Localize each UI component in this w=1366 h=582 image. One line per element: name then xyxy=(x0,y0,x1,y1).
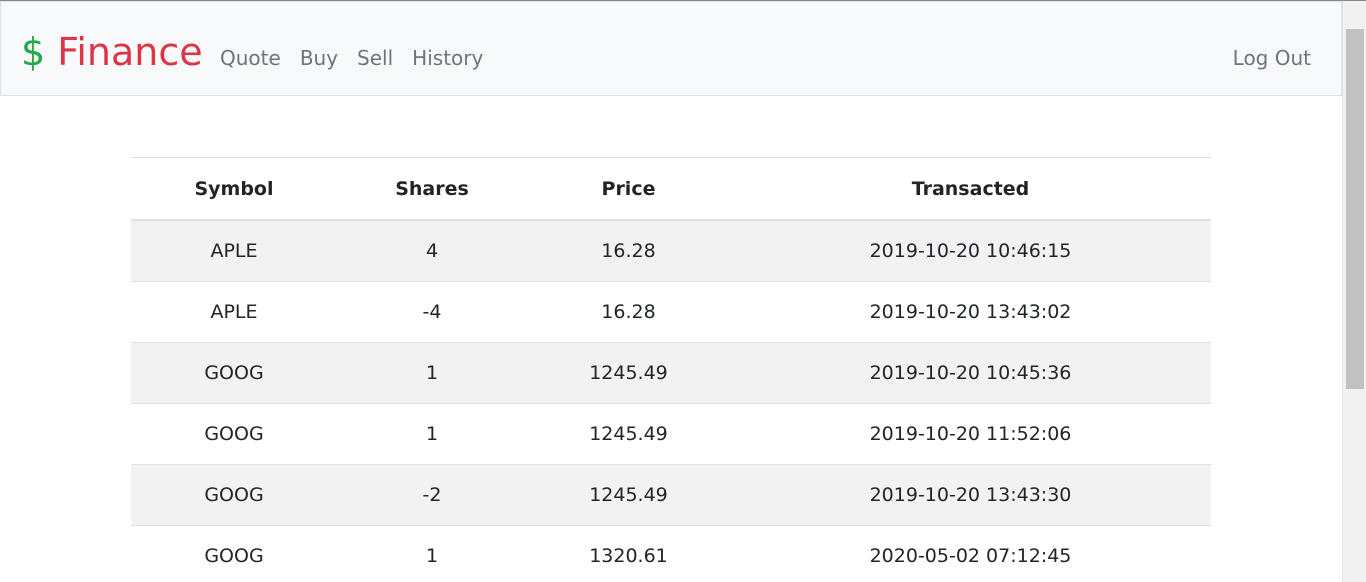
cell-symbol: APLE xyxy=(131,220,337,282)
cell-price: 1245.49 xyxy=(527,464,730,526)
brand-dollar: $ xyxy=(21,30,46,74)
cell-shares: 1 xyxy=(337,342,527,404)
table-row: GOOG 1 1245.49 2019-10-20 10:45:36 xyxy=(131,342,1211,404)
cell-symbol: GOOG xyxy=(131,525,337,582)
cell-transacted: 2019-10-20 10:45:36 xyxy=(730,342,1211,404)
cell-transacted: 2019-10-20 10:46:15 xyxy=(730,220,1211,282)
cell-price: 1245.49 xyxy=(527,342,730,404)
header-transacted: Transacted xyxy=(730,157,1211,221)
history-table: Symbol Shares Price Transacted APLE 4 16… xyxy=(131,157,1211,582)
nav-link-quote[interactable]: Quote xyxy=(220,46,281,70)
table-row: APLE 4 16.28 2019-10-20 10:46:15 xyxy=(131,220,1211,282)
cell-shares: 4 xyxy=(337,220,527,282)
cell-symbol: APLE xyxy=(131,281,337,343)
table-header-row: Symbol Shares Price Transacted xyxy=(131,157,1211,221)
cell-price: 16.28 xyxy=(527,281,730,343)
brand-link[interactable]: $ Finance xyxy=(21,30,203,74)
table-row: GOOG 1 1320.61 2020-05-02 07:12:45 xyxy=(131,525,1211,582)
header-price: Price xyxy=(527,157,730,221)
cell-shares: 1 xyxy=(337,525,527,582)
cell-shares: -2 xyxy=(337,464,527,526)
cell-symbol: GOOG xyxy=(131,403,337,465)
logout-link[interactable]: Log Out xyxy=(1232,46,1311,70)
vertical-scrollbar[interactable] xyxy=(1342,1,1366,582)
cell-price: 1245.49 xyxy=(527,403,730,465)
nav-link-buy[interactable]: Buy xyxy=(299,46,339,70)
nav-link-history[interactable]: History xyxy=(412,46,484,70)
header-symbol: Symbol xyxy=(131,157,337,221)
header-shares: Shares xyxy=(337,157,527,221)
cell-transacted: 2019-10-20 13:43:30 xyxy=(730,464,1211,526)
cell-transacted: 2020-05-02 07:12:45 xyxy=(730,525,1211,582)
cell-symbol: GOOG xyxy=(131,342,337,404)
cell-price: 16.28 xyxy=(527,220,730,282)
cell-price: 1320.61 xyxy=(527,525,730,582)
cell-transacted: 2019-10-20 11:52:06 xyxy=(730,403,1211,465)
brand-name: Finance xyxy=(57,30,203,74)
cell-symbol: GOOG xyxy=(131,464,337,526)
table-row: GOOG 1 1245.49 2019-10-20 11:52:06 xyxy=(131,403,1211,465)
table-row: GOOG -2 1245.49 2019-10-20 13:43:30 xyxy=(131,464,1211,526)
navbar: $ Finance Quote Buy Sell History Log Out xyxy=(0,1,1342,96)
table-row: APLE -4 16.28 2019-10-20 13:43:02 xyxy=(131,281,1211,343)
cell-shares: 1 xyxy=(337,403,527,465)
cell-transacted: 2019-10-20 13:43:02 xyxy=(730,281,1211,343)
nav-link-sell[interactable]: Sell xyxy=(357,46,394,70)
cell-shares: -4 xyxy=(337,281,527,343)
nav-links: Quote Buy Sell History xyxy=(220,44,502,72)
scrollbar-thumb[interactable] xyxy=(1346,29,1364,389)
